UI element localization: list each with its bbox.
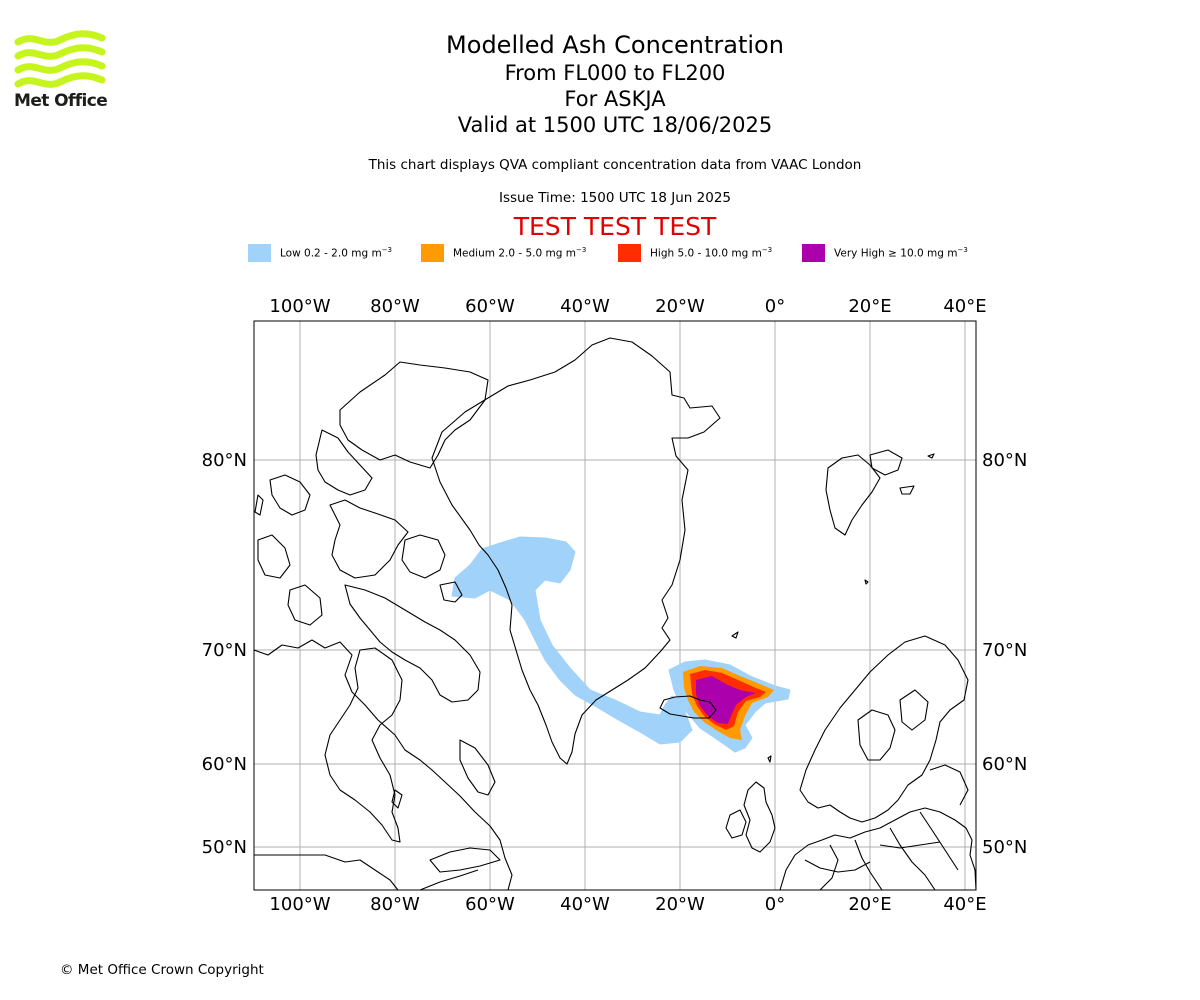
lat-label-right: 70°N bbox=[982, 640, 1027, 661]
lon-label-top: 0° bbox=[765, 296, 785, 317]
logo-wave bbox=[14, 72, 106, 88]
legend-exp-very-high: −3 bbox=[957, 246, 968, 255]
legend-item-medium: Medium 2.0 - 5.0 mg m−3 bbox=[421, 243, 586, 263]
lon-label-top: 40°W bbox=[560, 296, 610, 317]
map-background bbox=[254, 321, 976, 890]
lat-label-right: 50°N bbox=[982, 837, 1027, 858]
lon-label-bottom: 20°W bbox=[655, 894, 705, 915]
legend-item-very-high: Very High ≥ 10.0 mg m−3 bbox=[802, 243, 968, 263]
legend-swatch-very-high bbox=[802, 244, 825, 262]
lat-label-right: 80°N bbox=[982, 450, 1027, 471]
map-frame bbox=[253, 320, 977, 891]
valid-time: Valid at 1500 UTC 18/06/2025 bbox=[457, 113, 773, 137]
lon-label-top: 100°W bbox=[269, 296, 330, 317]
lat-label-right: 60°N bbox=[982, 754, 1027, 775]
map-content bbox=[254, 337, 976, 890]
issue-time: Issue Time: 1500 UTC 18 Jun 2025 bbox=[499, 190, 731, 206]
flight-level-range: From FL000 to FL200 bbox=[504, 61, 726, 85]
legend-swatch-low bbox=[248, 244, 271, 262]
chart-titles: Modelled Ash Concentration From FL000 to… bbox=[315, 30, 915, 138]
logo-wave bbox=[14, 58, 106, 74]
concentration-legend: Low 0.2 - 2.0 mg m−3 Medium 2.0 - 5.0 mg… bbox=[248, 243, 1008, 265]
chart-title: Modelled Ash Concentration bbox=[446, 31, 784, 59]
lon-label-bottom: 20°E bbox=[848, 894, 891, 915]
logo-wave bbox=[14, 30, 106, 46]
lon-label-bottom: 0° bbox=[765, 894, 785, 915]
test-banner: TEST TEST TEST bbox=[513, 212, 717, 241]
lon-label-top: 20°E bbox=[848, 296, 891, 317]
lon-label-bottom: 40°W bbox=[560, 894, 610, 915]
legend-item-high: High 5.0 - 10.0 mg m−3 bbox=[618, 243, 772, 263]
lat-label-left: 50°N bbox=[202, 837, 247, 858]
lon-label-top: 20°W bbox=[655, 296, 705, 317]
legend-swatch-medium bbox=[421, 244, 444, 262]
lon-label-bottom: 100°W bbox=[269, 894, 330, 915]
met-office-logo bbox=[14, 30, 106, 88]
lon-label-bottom: 60°W bbox=[465, 894, 515, 915]
legend-label-very-high: Very High ≥ 10.0 mg m bbox=[834, 247, 958, 260]
legend-label-high: High 5.0 - 10.0 mg m bbox=[650, 247, 762, 260]
coastlines bbox=[254, 337, 976, 890]
met-office-logo-text: Met Office bbox=[14, 91, 108, 111]
legend-swatch-high bbox=[618, 244, 641, 262]
legend-item-low: Low 0.2 - 2.0 mg m−3 bbox=[248, 243, 392, 263]
logo-wave bbox=[14, 44, 106, 60]
legend-label-medium: Medium 2.0 - 5.0 mg m bbox=[453, 247, 576, 260]
lon-label-top: 60°W bbox=[465, 296, 515, 317]
lon-label-top: 80°W bbox=[370, 296, 420, 317]
ash-plume-very-high bbox=[696, 676, 756, 724]
compliance-note: This chart displays QVA compliant concen… bbox=[368, 157, 862, 173]
volcano-name: For ASKJA bbox=[564, 87, 666, 111]
lat-label-left: 80°N bbox=[202, 450, 247, 471]
lon-label-bottom: 40°E bbox=[943, 894, 986, 915]
legend-label-low: Low 0.2 - 2.0 mg m bbox=[280, 247, 382, 260]
lat-label-left: 60°N bbox=[202, 754, 247, 775]
lon-label-bottom: 80°W bbox=[370, 894, 420, 915]
graticule bbox=[254, 321, 976, 890]
legend-exp-high: −3 bbox=[761, 246, 773, 255]
legend-exp-low: −3 bbox=[381, 246, 393, 255]
legend-exp-medium: −3 bbox=[575, 246, 587, 255]
lat-label-left: 70°N bbox=[202, 640, 247, 661]
lon-label-top: 40°E bbox=[943, 296, 986, 317]
copyright-notice: © Met Office Crown Copyright bbox=[60, 962, 264, 978]
